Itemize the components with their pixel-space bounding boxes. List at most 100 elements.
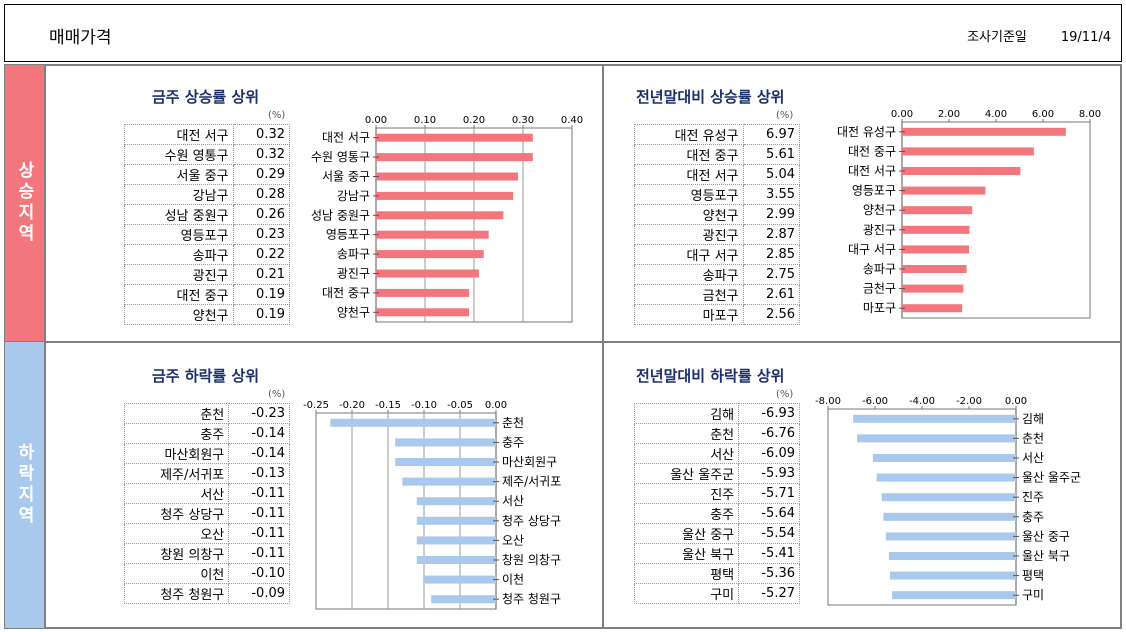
panel-title: 전년말대비 하락률 상위 [636,367,785,385]
unit-label: (%) [268,389,286,400]
table-row: 청주 상당구 -0.11 [123,503,290,524]
data-table: 대전 유성구 6.97 대전 중구 5.61 대전 서구 5.04 영등포구 3.55 양천구 2… [634,124,801,325]
category-label: 서울 중구 [322,170,370,184]
table-row: 송파구 2.75 [634,264,801,285]
category-label: 대전 유성구 [837,125,896,139]
x-tick-label: 8.00 [1079,109,1101,120]
unit-label: (%) [776,110,794,121]
region-name: 오산 [123,523,230,544]
x-tick-label: 0.00 [365,115,387,126]
table-row: 서울 중구 0.29 [124,164,291,185]
region-name: 광진구 [124,264,234,285]
change-rate: -0.14 [228,423,290,444]
category-label: 청주 상당구 [502,514,561,528]
region-name: 대전 유성구 [634,124,744,145]
table-row: 울산 중구 -5.54 [633,523,800,544]
change-rate: -0.13 [228,463,290,484]
category-label: 성남 중원구 [311,208,370,222]
change-rate: -0.11 [228,503,290,524]
x-tick-label: 0.00 [891,109,913,120]
bar [376,250,484,259]
change-rate: -6.93 [738,403,800,424]
bar [376,288,470,297]
table-row: 평택 -5.36 [633,563,800,584]
bar [902,225,970,234]
category-label: 대전 서구 [848,164,896,178]
bar [376,211,504,220]
table-row: 양천구 0.19 [124,304,291,325]
table-row: 충주 -0.14 [123,423,290,444]
x-tick-label: -0.15 [375,400,401,411]
x-tick-label: 0.00 [1005,396,1027,407]
category-label: 김해 [1022,412,1044,426]
change-rate: 0.19 [232,284,291,305]
region-name: 서울 중구 [124,164,234,185]
region-name: 김해 [633,403,740,424]
bar [395,438,496,447]
category-label: 마산회원구 [502,455,557,469]
bar [902,245,969,254]
bar [872,454,1016,462]
region-name: 서산 [123,483,230,504]
change-rate: 2.61 [742,284,801,305]
change-rate: 5.61 [742,144,801,165]
region-name: 대구 서구 [634,244,744,265]
category-label: 마포구 [863,301,896,315]
bar [853,414,1016,423]
table-row: 마포구 2.56 [634,304,801,325]
change-rate: 0.32 [232,144,291,165]
category-label: 진주 [1022,490,1044,504]
report-grid: 상승지역 하락지역 금주 상승률 상위 (%) 대전 서구 0.32 수원 영통구 0… [4,64,1122,629]
bar [857,434,1016,443]
table-row: 제주/서귀포 -0.13 [123,463,290,484]
table-row: 대전 서구 0.32 [124,124,291,145]
region-name: 영등포구 [634,184,744,205]
x-tick-label: -6.00 [862,396,888,407]
bar [902,147,1034,156]
panel-weekly-rise: 금주 상승률 상위 (%) 대전 서구 0.32 수원 영통구 0.32 서울 중구 0.… [45,65,603,342]
category-label: 강남구 [337,189,370,203]
table-row: 금천구 2.61 [634,284,801,305]
category-label: 영등포구 [326,228,370,242]
x-tick-label: 0.10 [414,115,436,126]
table-row: 대전 서구 5.04 [634,164,801,185]
bar [902,265,967,273]
region-name: 충주 [123,423,230,444]
change-rate: -6.76 [738,423,800,444]
change-rate: -0.11 [228,523,290,544]
panel-ytd-fall: 전년말대비 하락률 상위 (%) 김해 -6.93 춘천 -6.76 서산 -6.09 울산… [603,342,1121,628]
data-table: 김해 -6.93 춘천 -6.76 서산 -6.09 울산 울주군 -5.93 진주 -5.71 충… [633,403,800,604]
change-rate: 0.23 [232,224,291,245]
change-rate: -5.93 [738,463,800,484]
category-label: 울산 중구 [1022,529,1070,543]
table-row: 대전 중구 0.19 [124,284,291,305]
bar [902,167,1021,175]
region-name: 대전 중구 [124,284,234,305]
bar [402,477,496,486]
table-row: 영등포구 0.23 [124,224,291,245]
table-row: 광진구 2.87 [634,224,801,245]
table-row: 진주 -5.71 [633,483,800,504]
change-rate: 2.99 [742,204,801,225]
change-rate: -0.11 [228,483,290,504]
change-rate: 0.26 [232,204,291,225]
category-label: 충주 [502,435,524,449]
bar [885,532,1016,541]
region-name: 평택 [633,563,740,584]
x-tick-label: -2.00 [956,396,982,407]
bar [376,269,479,278]
category-label: 구미 [1022,588,1044,602]
panel-ytd-rise: 전년말대비 상승률 상위 (%) 대전 유성구 6.97 대전 중구 5.61 대전 서… [603,65,1121,342]
table-row: 춘천 -0.23 [123,403,290,424]
bar [902,127,1066,136]
category-label: 대전 중구 [848,144,896,158]
change-rate: 5.04 [742,164,801,185]
category-label: 춘천 [1022,430,1044,445]
change-rate: 0.19 [232,304,291,325]
bar [902,284,964,293]
table-row: 충주 -5.64 [633,503,800,524]
rise-section-label: 상승지역 [5,65,45,342]
bar [330,418,496,427]
bar [416,497,496,506]
change-rate: -0.10 [228,563,290,584]
